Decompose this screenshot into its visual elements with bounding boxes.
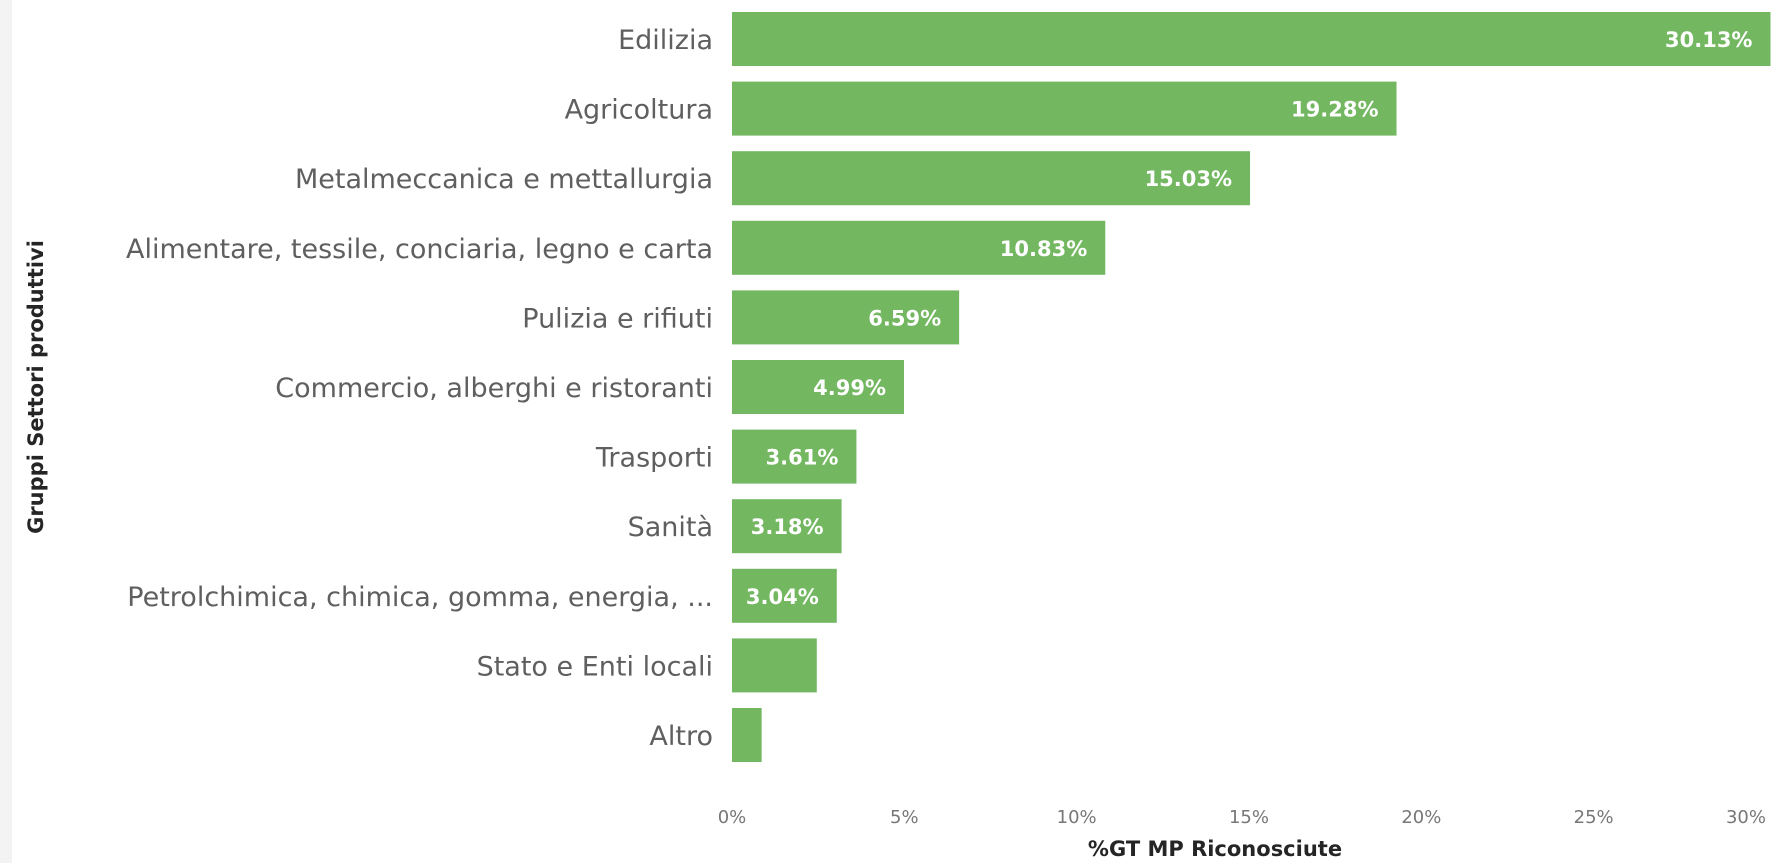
category-label: Sanità [628, 512, 713, 543]
category-label: Trasporti [595, 443, 713, 474]
category-label: Edilizia [618, 25, 713, 56]
category-label: Metalmeccanica e mettallurgia [295, 164, 713, 195]
bars-layer: 30.13% 19.28% 15.03% 10.83% 6.59% 4.99% 3.61% 3… [732, 12, 1771, 762]
category-label: Commercio, alberghi e ristoranti [275, 373, 713, 404]
x-tick-label: 15% [1229, 807, 1269, 828]
bar-value-label: 3.61% [766, 446, 839, 470]
left-panel-edge [0, 0, 12, 863]
bar-3[interactable] [732, 220, 1106, 275]
x-tick-label: 5% [890, 807, 919, 828]
bar-8[interactable] [732, 568, 837, 623]
bar-value-label: 15.03% [1145, 167, 1232, 191]
bar-5[interactable] [732, 360, 904, 414]
bar-0[interactable] [732, 12, 1771, 66]
category-label: Petrolchimica, chimica, gomma, energia, … [127, 582, 713, 613]
bar-value-label: 3.04% [746, 585, 819, 609]
x-tick-label: 0% [718, 807, 747, 828]
bar-1[interactable] [732, 81, 1397, 136]
bar-9[interactable] [732, 638, 817, 693]
bar-7[interactable] [732, 499, 842, 554]
x-axis-ticks: 0% 5% 10% 15% 20% 25% 30% [718, 807, 1766, 828]
category-label: Altro [649, 721, 713, 752]
category-label: Stato e Enti locali [477, 651, 713, 682]
x-tick-label: 20% [1401, 807, 1441, 828]
bar-10[interactable] [732, 708, 762, 762]
x-tick-label: 10% [1057, 807, 1097, 828]
y-axis-title: Gruppi Settori produttivi [24, 240, 48, 534]
bar-4[interactable] [732, 290, 960, 345]
x-axis-title: %GT MP Riconosciute [1088, 837, 1342, 861]
bar-value-label: 3.18% [751, 515, 824, 539]
bar-6[interactable] [732, 429, 857, 484]
category-labels: Edilizia Agricoltura Metalmeccanica e mett… [126, 25, 713, 752]
category-label: Agricoltura [565, 95, 713, 126]
bar-value-label: 10.83% [1000, 237, 1087, 261]
bar-value-label: 6.59% [868, 306, 941, 330]
bar-value-label: 4.99% [813, 376, 886, 400]
bar-value-label: 19.28% [1291, 98, 1378, 122]
x-tick-label: 25% [1574, 807, 1614, 828]
category-label: Pulizia e rifiuti [522, 303, 713, 334]
bar-value-label: 30.13% [1665, 28, 1752, 52]
category-label: Alimentare, tessile, conciaria, legno e … [126, 234, 713, 265]
x-tick-label: 30% [1726, 807, 1766, 828]
bar-2[interactable] [732, 151, 1251, 206]
